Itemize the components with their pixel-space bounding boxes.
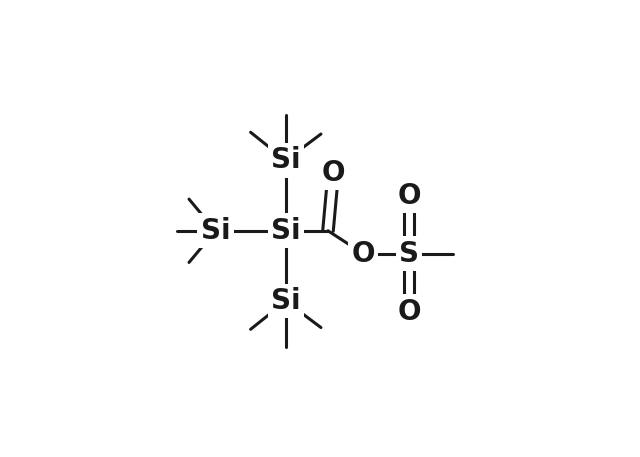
Text: S: S [399,239,419,268]
Text: O: O [351,239,375,268]
Text: O: O [397,298,420,326]
Text: Si: Si [271,217,301,245]
Text: O: O [397,181,420,210]
Text: Si: Si [271,287,301,315]
Text: Si: Si [271,146,301,175]
Text: Si: Si [200,217,230,245]
Text: O: O [321,159,345,187]
